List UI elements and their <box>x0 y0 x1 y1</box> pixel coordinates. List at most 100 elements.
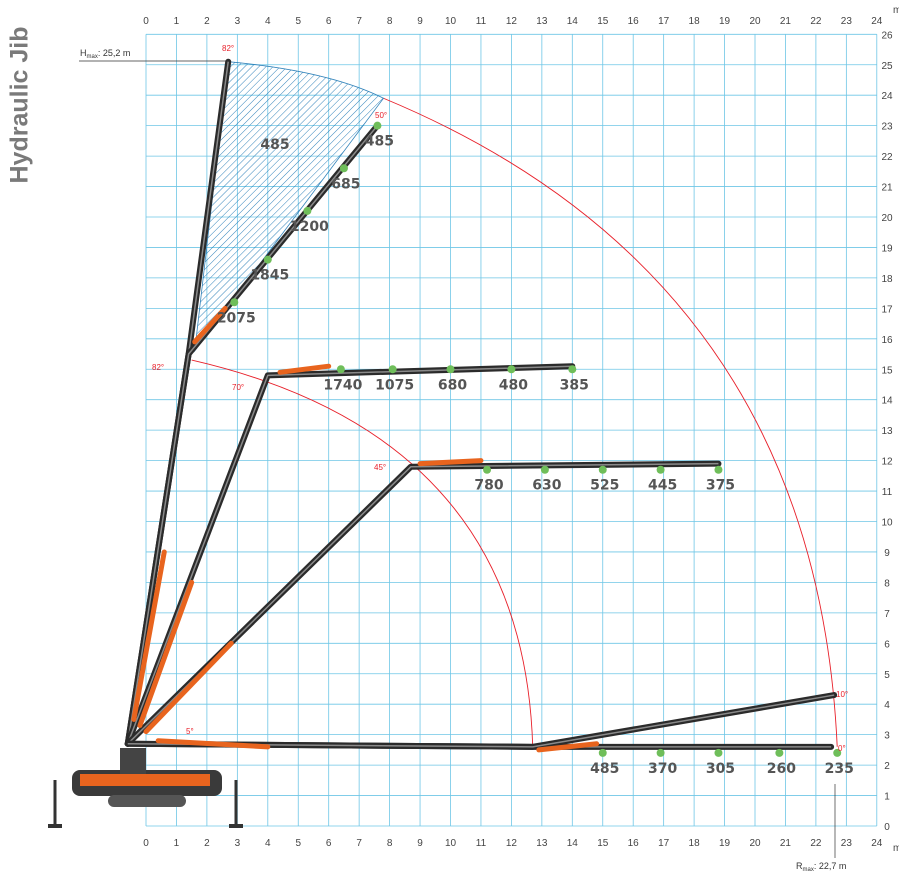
y-tick: 2 <box>884 761 890 772</box>
y-tick: 21 <box>881 183 893 194</box>
load-point <box>373 121 382 130</box>
load-label: 680 <box>438 377 467 393</box>
load-point <box>507 365 516 374</box>
x-tick-bottom: 12 <box>506 838 518 849</box>
y-tick: 15 <box>881 365 893 376</box>
x-tick-top: 4 <box>265 16 271 27</box>
angle-label-10: 10° <box>836 690 848 699</box>
x-tick-top: 21 <box>780 16 792 27</box>
y-tick: 3 <box>884 731 890 742</box>
load-label: 485 <box>590 761 619 777</box>
y-tick: 16 <box>881 335 893 346</box>
x-tick-bottom: 3 <box>235 838 241 849</box>
load-label: 1845 <box>250 268 289 284</box>
annotations: Hmax: 25,2 m Rmax: 22,7 m 82° 50° 82° 70… <box>79 44 848 873</box>
h-max-label: Hmax: 25,2 m <box>80 48 130 60</box>
outrigger-pad-left <box>48 824 62 828</box>
load-point <box>388 365 397 374</box>
load-point <box>339 164 348 173</box>
y-tick: 17 <box>881 304 893 315</box>
x-tick-top: 7 <box>356 16 362 27</box>
x-tick-bottom: 0 <box>143 838 149 849</box>
load-point <box>230 298 239 307</box>
x-tick-top: 24 <box>871 16 883 27</box>
load-point <box>483 465 492 474</box>
y-tick: 6 <box>884 639 890 650</box>
load-label: 370 <box>648 761 677 777</box>
crane-body-accent <box>80 774 210 786</box>
load-point <box>263 255 272 264</box>
angle-label-82-top: 82° <box>222 44 234 53</box>
crane-track <box>108 795 186 807</box>
load-label: 2075 <box>217 310 256 326</box>
x-tick-top: 15 <box>597 16 609 27</box>
load-label: 305 <box>706 761 735 777</box>
hydraulic-cylinder <box>277 363 332 375</box>
x-tick-bottom: 7 <box>356 838 362 849</box>
angle-label-45: 45° <box>374 463 386 472</box>
x-tick-bottom: 2 <box>204 838 210 849</box>
x-tick-top: 20 <box>749 16 761 27</box>
y-tick: 18 <box>881 274 893 285</box>
hydraulic-cylinder <box>137 579 195 729</box>
x-tick-top: 17 <box>658 16 670 27</box>
load-point <box>833 748 842 757</box>
x-tick-bottom: 9 <box>417 838 423 849</box>
angle-label-50: 50° <box>375 111 387 120</box>
load-point <box>446 365 455 374</box>
x-tick-bottom: 17 <box>658 838 670 849</box>
x-tick-top: 10 <box>445 16 457 27</box>
hydraulic-cylinder <box>155 738 271 750</box>
x-tick-bottom: 18 <box>689 838 701 849</box>
hydraulic-cylinder <box>536 741 600 753</box>
load-point <box>540 465 549 474</box>
load-point <box>656 465 665 474</box>
load-point <box>656 748 665 757</box>
load-point <box>598 465 607 474</box>
hatched-area-load: 485 <box>260 137 289 153</box>
x-tick-top: 12 <box>506 16 518 27</box>
x-tick-top: 11 <box>476 16 487 27</box>
x-tick-top: 16 <box>628 16 640 27</box>
load-label: 525 <box>590 478 619 494</box>
load-label: 385 <box>560 377 589 393</box>
x-tick-bottom: 21 <box>780 838 792 849</box>
x-tick-bottom: 6 <box>326 838 332 849</box>
load-points: 2075 1845 1200 685 485 1740 1075 680 480 385 780 63… <box>217 121 854 777</box>
load-label: 780 <box>474 478 503 494</box>
crane-base <box>48 748 243 828</box>
x-tick-top: 3 <box>235 16 241 27</box>
x-tick-top: 22 <box>810 16 822 27</box>
hydraulic-cylinder <box>192 305 228 345</box>
x-tick-top: 0 <box>143 16 149 27</box>
load-point <box>598 748 607 757</box>
x-tick-top: 19 <box>719 16 731 27</box>
x-tick-top: 1 <box>174 16 180 27</box>
hydraulic-cylinder <box>143 640 234 735</box>
x-tick-bottom: 15 <box>597 838 609 849</box>
hatched-area <box>194 61 385 353</box>
load-label: 260 <box>767 761 796 777</box>
x-tick-bottom: 11 <box>476 838 487 849</box>
load-label: 235 <box>825 761 854 777</box>
angle-label-70: 70° <box>232 383 244 392</box>
y-tick: 24 <box>881 91 893 102</box>
x-tick-bottom: 8 <box>387 838 393 849</box>
x-tick-bottom: 13 <box>536 838 548 849</box>
x-tick-bottom: 10 <box>445 838 457 849</box>
y-tick: 22 <box>881 152 893 163</box>
x-tick-top: 13 <box>536 16 548 27</box>
x-tick-top: 2 <box>204 16 210 27</box>
load-label: 630 <box>532 478 561 494</box>
x-tick-top: 5 <box>295 16 301 27</box>
y-tick: 25 <box>881 61 893 72</box>
load-point <box>775 748 784 757</box>
load-point <box>714 748 723 757</box>
boom-70-highlight <box>127 365 573 745</box>
load-label: 480 <box>499 377 528 393</box>
x-tick-top: 14 <box>567 16 579 27</box>
x-tick-top: 8 <box>387 16 393 27</box>
x-tick-bottom: 1 <box>174 838 180 849</box>
x-tick-bottom: 20 <box>749 838 761 849</box>
load-label: 1740 <box>323 377 362 393</box>
